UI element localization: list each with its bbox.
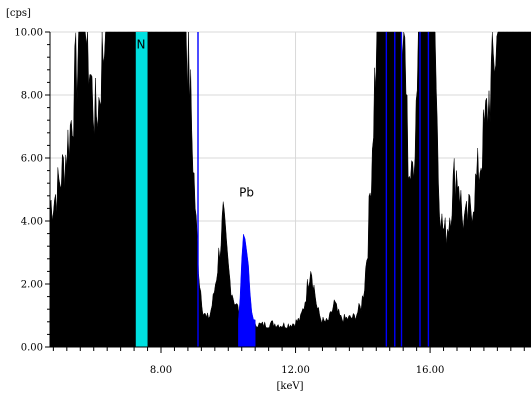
y-tick-label: 10.00 [14,28,43,39]
roi-bands [135,32,148,347]
x-axis-unit: [keV] [276,381,303,392]
y-tick-label: 8.00 [21,91,43,102]
y-tick-label: 6.00 [21,154,43,165]
x-tick-label: 16.00 [416,365,445,376]
axes: 0.00 2.00 4.00 6.00 8.00 10.00 8.00 12.00 16.00 [14,28,531,376]
x-tick-label: 12.00 [281,365,310,376]
peak-label-pb: Pb [239,186,254,200]
pb-peak-area [238,234,256,348]
peak-labels: N Pb [137,38,254,200]
marker-lines [197,32,430,347]
spectrum-area [49,31,531,348]
y-tick-label: 4.00 [21,217,43,228]
y-tick-label: 0.00 [21,343,43,354]
y-axis-unit: [cps] [6,8,31,19]
y-tick-label: 2.00 [21,280,43,291]
roi-band [135,32,148,347]
spectrum-series [49,31,531,348]
peak-label-n: N [137,38,146,52]
x-tick-label: 8.00 [150,365,172,376]
